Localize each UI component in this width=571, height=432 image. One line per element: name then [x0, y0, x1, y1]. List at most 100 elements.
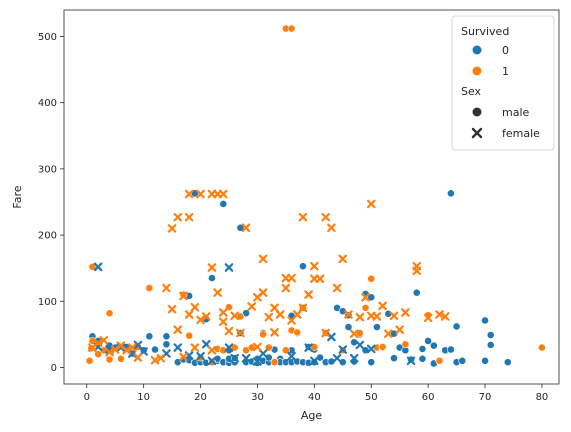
point-female-survived-1 [110, 345, 120, 354]
point-female-survived-1 [207, 345, 217, 355]
point-male-survived-1 [185, 331, 194, 340]
point-male-survived-0 [367, 293, 376, 302]
point-female-survived-1 [201, 312, 211, 321]
y-axis-label: Fare [11, 185, 24, 208]
point-male-survived-0 [219, 200, 228, 208]
x-axis-ticks: 0 10 20 30 40 50 60 70 80 [84, 384, 548, 403]
point-male-survived-0 [390, 329, 398, 338]
point-male-survived-0 [373, 323, 381, 331]
point-female-survived-0 [196, 351, 205, 361]
point-female-survived-1 [270, 303, 279, 313]
point-male-survived-1 [287, 24, 296, 33]
point-female-survived-1 [133, 353, 143, 362]
point-male-survived-1 [264, 343, 273, 352]
point-female-survived-1 [219, 308, 228, 317]
point-male-survived-0 [344, 323, 353, 331]
y-tick-label: 400 [38, 98, 57, 109]
point-female-survived-0 [355, 340, 365, 350]
point-female-survived-1 [292, 310, 302, 319]
point-female-survived-1 [93, 338, 103, 348]
point-female-survived-0 [173, 343, 183, 352]
point-female-survived-1 [190, 343, 200, 352]
point-male-survived-1 [145, 284, 154, 292]
legend-label-survived-1: 1 [502, 65, 509, 78]
point-female-survived-1 [270, 328, 279, 337]
point-male-survived-0 [481, 316, 489, 325]
point-female-survived-1 [366, 199, 376, 209]
point-female-survived-1 [355, 312, 365, 322]
point-female-survived-0 [253, 357, 262, 366]
data-points [85, 24, 546, 368]
point-female-survived-1 [315, 274, 325, 284]
legend: Survived 0 1 Sex male female [451, 15, 555, 151]
point-male-survived-0 [452, 322, 461, 331]
point-female-survived-1 [173, 212, 183, 222]
point-female-survived-1 [224, 326, 234, 336]
legend-marker-female [471, 127, 483, 139]
point-male-survived-1 [361, 303, 370, 312]
point-female-survived-0 [224, 343, 234, 352]
point-female-survived-1 [321, 328, 331, 338]
point-male-survived-0 [162, 340, 171, 349]
point-male-survived-0 [481, 356, 489, 365]
point-female-survived-1 [236, 328, 245, 338]
point-female-survived-1 [321, 212, 331, 222]
point-male-survived-1 [538, 343, 546, 352]
point-female-survived-0 [133, 340, 143, 350]
point-female-survived-1 [372, 312, 382, 321]
y-tick-label: 200 [38, 231, 57, 242]
point-female-survived-1 [122, 345, 131, 355]
point-female-survived-1 [156, 353, 166, 363]
point-female-survived-1 [304, 290, 313, 299]
point-female-survived-1 [389, 311, 399, 321]
point-female-survived-1 [167, 224, 177, 233]
point-female-survived-1 [258, 254, 268, 264]
point-male-survived-0 [418, 345, 427, 353]
point-female-survived-1 [219, 189, 228, 199]
point-male-survived-1 [105, 355, 114, 364]
point-female-survived-1 [423, 313, 433, 323]
y-tick-label: 0 [51, 363, 57, 374]
point-male-survived-0 [338, 358, 347, 367]
point-male-survived-0 [429, 341, 438, 350]
point-female-survived-1 [179, 291, 188, 301]
x-tick-label: 0 [84, 392, 90, 403]
point-female-survived-1 [281, 283, 291, 293]
point-male-survived-1 [105, 309, 114, 318]
point-male-survived-0 [162, 332, 171, 341]
point-male-survived-0 [333, 303, 342, 312]
point-female-survived-1 [401, 308, 410, 317]
point-female-survived-1 [258, 288, 268, 297]
y-tick-label: 100 [38, 297, 57, 308]
legend-marker-male [472, 107, 482, 117]
point-female-survived-0 [207, 356, 217, 366]
x-tick-label: 20 [194, 392, 207, 403]
y-tick-label: 300 [38, 164, 57, 175]
point-male-survived-1 [435, 356, 444, 365]
point-male-survived-0 [145, 332, 154, 341]
point-male-survived-0 [208, 274, 216, 282]
x-tick-label: 10 [137, 392, 150, 403]
point-female-survived-1 [298, 212, 308, 222]
point-female-survived-0 [127, 349, 137, 358]
point-female-survived-1 [127, 343, 137, 352]
point-female-survived-1 [287, 273, 296, 283]
point-female-survived-1 [162, 283, 171, 293]
point-male-survived-1 [401, 340, 410, 349]
point-male-survived-0 [236, 223, 245, 232]
point-male-survived-1 [378, 343, 387, 351]
point-male-survived-0 [486, 331, 495, 339]
point-female-survived-1 [207, 263, 217, 272]
point-female-survived-0 [332, 353, 342, 363]
legend-label-male: male [502, 106, 530, 119]
point-female-survived-1 [196, 315, 205, 325]
point-female-survived-0 [406, 356, 416, 366]
point-female-survived-1 [378, 301, 387, 311]
point-female-survived-1 [184, 189, 194, 199]
point-male-survived-1 [367, 274, 376, 283]
point-male-survived-0 [242, 309, 250, 318]
legend-title-survived: Survived [461, 25, 509, 38]
point-female-survived-0 [338, 345, 348, 354]
point-male-survived-0 [486, 341, 495, 349]
